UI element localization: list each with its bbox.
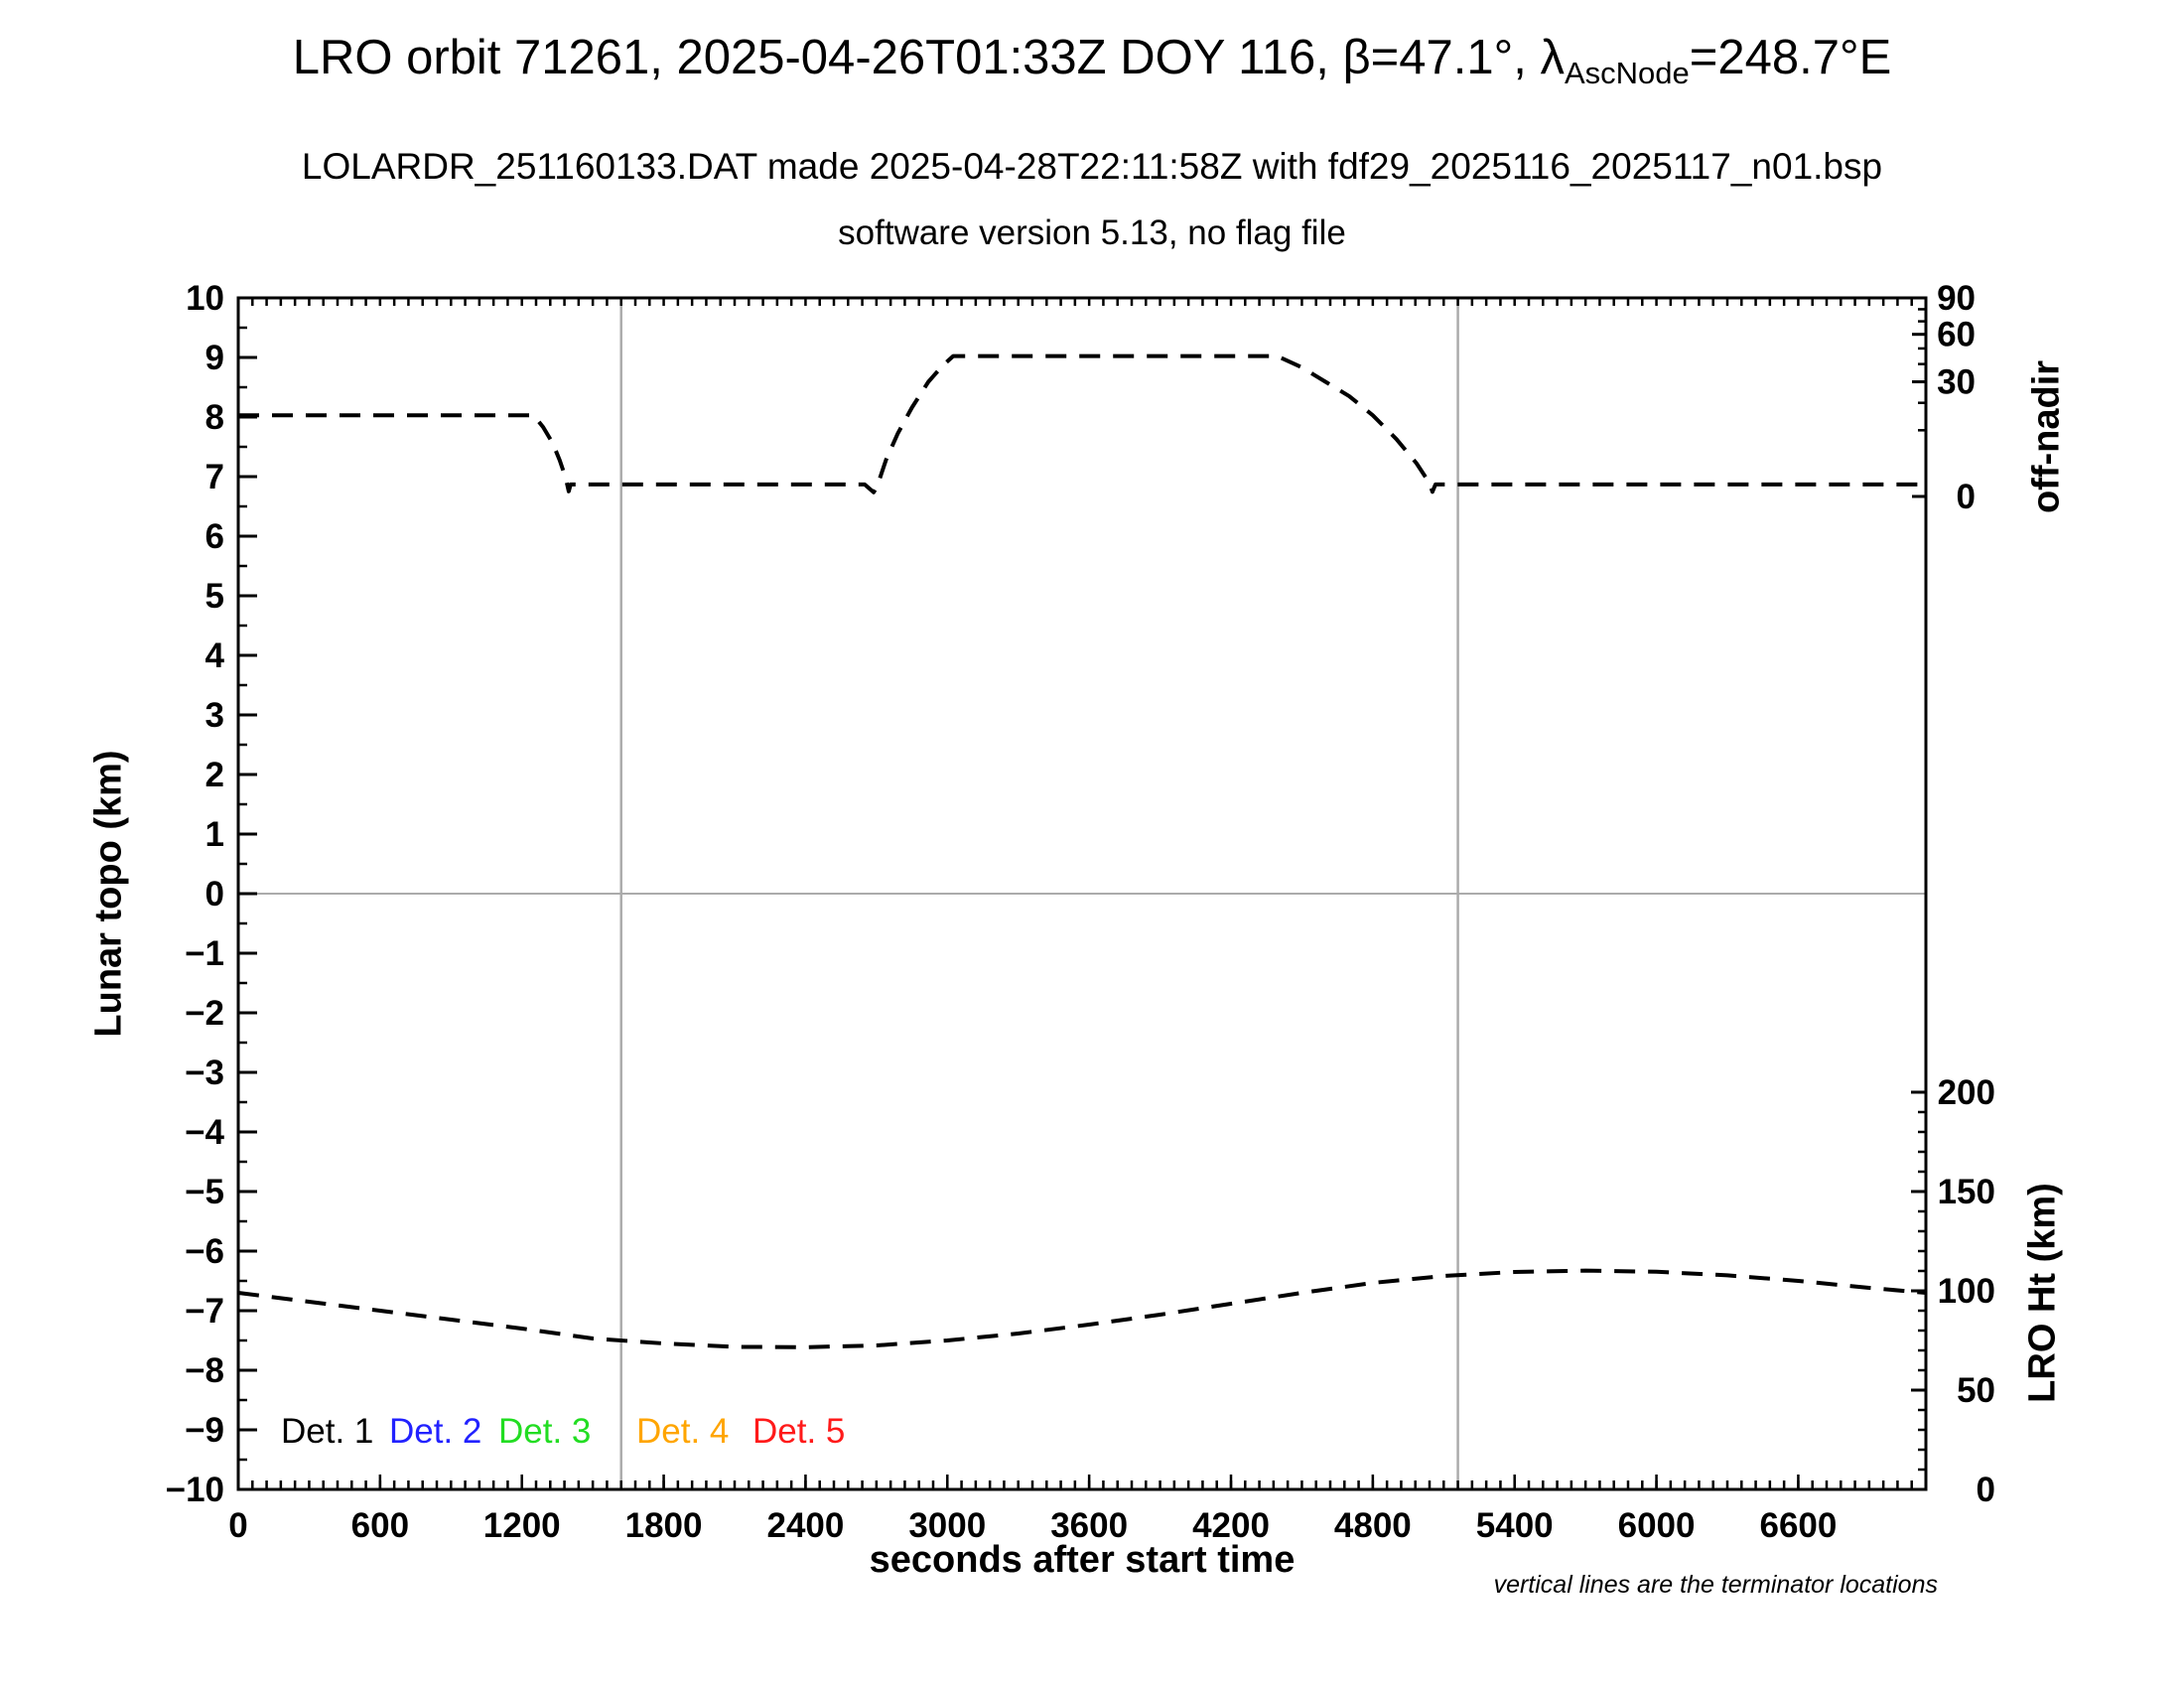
x-tick-label: 4200 <box>1192 1506 1270 1545</box>
y-left-tick-label: 6 <box>205 517 224 556</box>
y-left-tick-label: −10 <box>166 1471 224 1509</box>
data-file-subtitle: LOLARDR_251160133.DAT made 2025-04-28T22… <box>301 146 1883 187</box>
page-title: LRO orbit 71261, 2025-04-26T01:33Z DOY 1… <box>0 30 2184 90</box>
y-right-bottom-tick-labels: 200 150 100 50 0 <box>1938 1073 1995 1509</box>
x-tick-label: 0 <box>228 1506 247 1545</box>
x-tick-label: 600 <box>351 1506 409 1545</box>
off-nadir-tick-label: 60 <box>1937 316 1976 354</box>
legend-item-det-5: Det. 5 <box>752 1412 846 1451</box>
title-subscript: AscNode <box>1564 56 1690 90</box>
legend-item-det-4: Det. 4 <box>636 1412 730 1451</box>
y-right-top-ticks <box>1912 296 1926 498</box>
y-left-tick-label: 4 <box>205 636 225 675</box>
off-nadir-tick-label: 90 <box>1937 279 1976 318</box>
y-right-bottom-ticks <box>1911 1090 1926 1491</box>
software-version-line: software version 5.13, no flag file <box>838 213 1346 252</box>
curve-off-nadir-angle <box>238 353 1926 494</box>
y-left-tick-label: 3 <box>205 696 224 735</box>
x-tick-label: 1800 <box>625 1506 703 1545</box>
y-left-tick-label: −7 <box>185 1292 224 1331</box>
x-tick-label: 5400 <box>1476 1506 1554 1545</box>
y-left-tick-label: −4 <box>185 1113 224 1152</box>
title-suffix: =248.7°E <box>1689 31 1892 84</box>
y-left-axis-title: Lunar topo (km) <box>87 750 130 1038</box>
y-left-tick-label: 1 <box>205 815 224 854</box>
lro-ht-tick-label: 50 <box>1957 1371 1995 1410</box>
off-nadir-tick-label: 30 <box>1937 363 1976 402</box>
title-prefix: LRO orbit 71261, 2025-04-26T01:33Z DOY 1… <box>292 31 1565 84</box>
y-left-tick-label: −3 <box>185 1054 224 1092</box>
x-tick-label: 1200 <box>483 1506 561 1545</box>
y-right-top-axis-title: off-nadir <box>2025 359 2068 514</box>
x-tick-label: 2400 <box>766 1506 844 1545</box>
x-tick-label: 6000 <box>1618 1506 1696 1545</box>
lro-ht-tick-label: 150 <box>1938 1173 1995 1211</box>
x-tick-label: 3600 <box>1050 1506 1128 1545</box>
lro-ht-tick-label: 200 <box>1938 1073 1995 1112</box>
y-right-bottom-axis-title: LRO Ht (km) <box>2021 1183 2064 1403</box>
y-left-tick-label: 5 <box>205 577 224 616</box>
x-axis-title: seconds after start time <box>869 1539 1296 1581</box>
terminator-footnote: vertical lines are the terminator locati… <box>1493 1571 1938 1599</box>
lro-ht-tick-label: 100 <box>1938 1272 1995 1311</box>
y-left-tick-label: 8 <box>205 398 224 437</box>
y-left-tick-label: 2 <box>205 756 224 794</box>
x-tick-label: 4800 <box>1334 1506 1412 1545</box>
x-axis-tick-labels: 0 600 1200 1800 2400 3000 3600 4200 4800 5400 6000… <box>228 1506 1837 1545</box>
lro-ht-tick-label: 0 <box>1977 1471 1995 1509</box>
y-left-tick-label: −6 <box>185 1232 224 1271</box>
terminator-and-zero-lines <box>238 298 1926 1489</box>
y-left-tick-label: 10 <box>186 279 224 318</box>
y-left-tick-label: −8 <box>185 1351 224 1390</box>
off-nadir-tick-label: 0 <box>1957 478 1976 516</box>
y-left-tick-label: −9 <box>185 1411 224 1450</box>
x-axis-ticks <box>236 298 1928 1489</box>
legend-item-det-3: Det. 3 <box>498 1412 592 1451</box>
legend-item-det-2: Det. 2 <box>389 1412 482 1451</box>
x-tick-label: 6600 <box>1759 1506 1837 1545</box>
y-left-tick-label: 7 <box>205 458 224 496</box>
x-tick-label: 3000 <box>908 1506 986 1545</box>
y-left-tick-label: −5 <box>185 1173 224 1211</box>
y-left-tick-label: −1 <box>185 934 224 973</box>
y-left-tick-label: 0 <box>205 875 224 914</box>
y-left-ticks <box>238 296 257 1491</box>
y-left-tick-label: −2 <box>185 994 224 1033</box>
legend-item-det-1: Det. 1 <box>281 1412 374 1451</box>
curve-lro-height <box>237 1268 1927 1349</box>
y-left-tick-label: 9 <box>205 339 224 377</box>
